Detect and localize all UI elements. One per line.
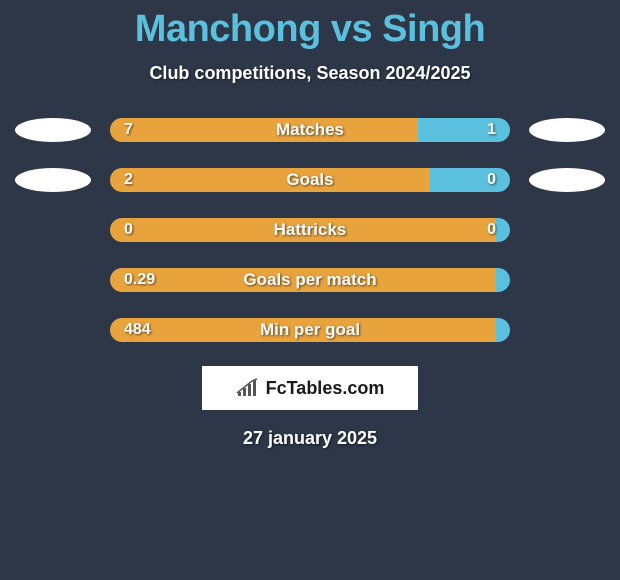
left-value: 2: [124, 171, 133, 189]
ellipse-icon: [529, 168, 605, 192]
player-left-icon: [8, 118, 98, 142]
bar-left: 2: [110, 168, 430, 192]
stat-bar: 484 Min per goal: [110, 318, 510, 342]
stat-row: 484 Min per goal: [8, 316, 612, 344]
stat-label: Hattricks: [274, 220, 347, 240]
bar-right: 1: [418, 118, 510, 142]
right-value: 1: [487, 121, 496, 139]
right-value: 0: [487, 221, 496, 239]
left-value: 484: [124, 321, 151, 339]
left-value: 0.29: [124, 271, 155, 289]
stat-row: 2 0 Goals: [8, 166, 612, 194]
ellipse-icon: [529, 118, 605, 142]
subtitle: Club competitions, Season 2024/2025: [0, 63, 620, 84]
stat-label: Goals: [286, 170, 333, 190]
bar-right: [496, 268, 510, 292]
stat-label: Matches: [276, 120, 344, 140]
chart-icon: [236, 378, 260, 398]
date-text: 27 january 2025: [0, 428, 620, 449]
stat-bar: 00Hattricks: [110, 218, 510, 242]
logo-text: FcTables.com: [266, 378, 385, 399]
bar-left: 7: [110, 118, 418, 142]
stat-row: 7 1 Matches: [8, 116, 612, 144]
stat-bar: 7 1 Matches: [110, 118, 510, 142]
stat-bar: 2 0 Goals: [110, 168, 510, 192]
left-value: 7: [124, 121, 133, 139]
stat-label: Goals per match: [243, 270, 376, 290]
stat-bar: 0.29 Goals per match: [110, 268, 510, 292]
logo-box[interactable]: FcTables.com: [202, 366, 418, 410]
page-title: Manchong vs Singh: [0, 8, 620, 51]
ellipse-icon: [15, 118, 91, 142]
bar-right: 0: [430, 168, 510, 192]
ellipse-icon: [15, 168, 91, 192]
stat-row: 00Hattricks: [8, 216, 612, 244]
player-left-icon: [8, 168, 98, 192]
right-value: 0: [487, 171, 496, 189]
bar-right: [496, 318, 510, 342]
stats-area: 71Matches20Goals00Hattricks0.29Goals per…: [0, 116, 620, 344]
bar-right: 0: [496, 218, 510, 242]
player-right-icon: [522, 118, 612, 142]
stat-label: Min per goal: [260, 320, 360, 340]
player-right-icon: [522, 168, 612, 192]
left-value: 0: [124, 221, 133, 239]
stat-row: 0.29 Goals per match: [8, 266, 612, 294]
